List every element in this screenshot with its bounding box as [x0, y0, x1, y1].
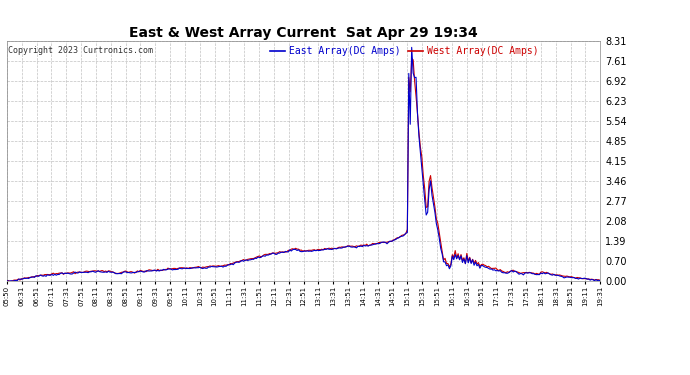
Legend: East Array(DC Amps), West Array(DC Amps): East Array(DC Amps), West Array(DC Amps): [270, 46, 538, 56]
Title: East & West Array Current  Sat Apr 29 19:34: East & West Array Current Sat Apr 29 19:…: [129, 26, 478, 40]
Text: Copyright 2023 Curtronics.com: Copyright 2023 Curtronics.com: [8, 46, 153, 55]
